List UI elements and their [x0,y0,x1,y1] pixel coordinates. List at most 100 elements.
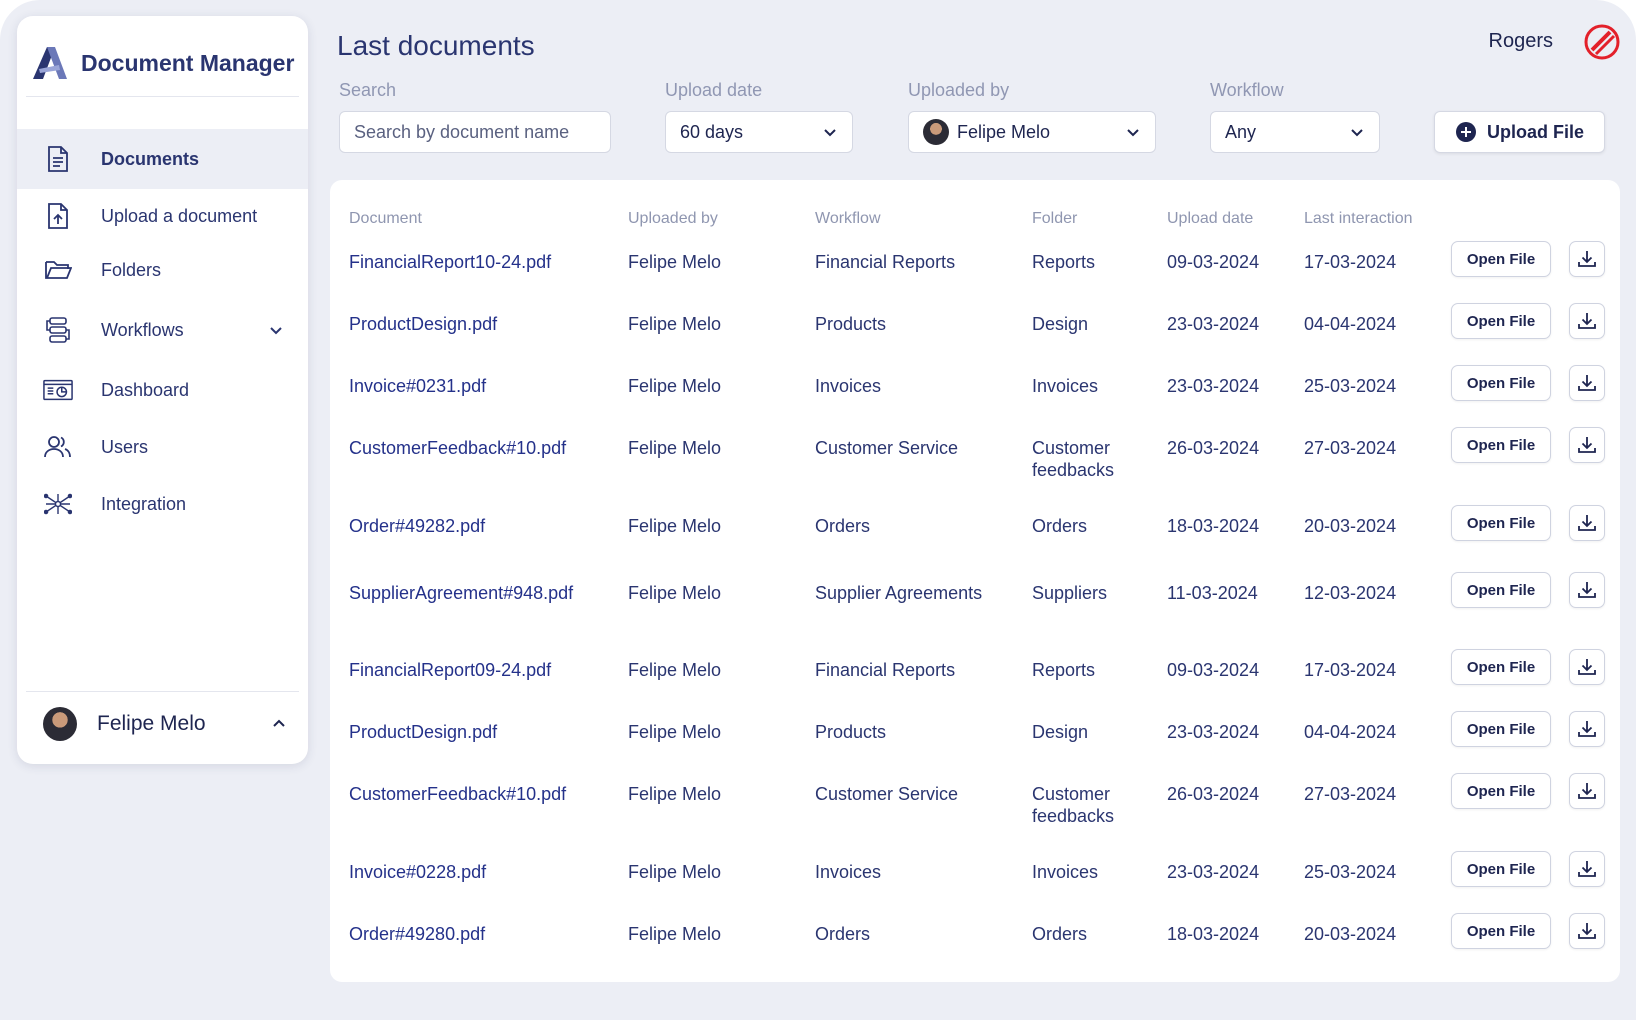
cell-last-interaction: 25-03-2024 [1304,862,1397,882]
cell-uploaded-by: Felipe Melo [628,252,722,272]
open-file-button[interactable]: Open File [1451,913,1551,949]
cell-uploaded-by: Felipe Melo [628,784,722,804]
cell-last-interaction: 17-03-2024 [1304,660,1397,680]
uploaded-by-select[interactable]: Felipe Melo [908,111,1156,153]
column-header-upload-date: Upload date [1167,210,1254,227]
uploaded-by-label: Uploaded by [908,80,1010,100]
cell-document[interactable]: SupplierAgreement#948.pdf [349,583,574,603]
sidebar-divider [26,691,299,692]
open-file-button[interactable]: Open File [1451,241,1551,277]
download-button[interactable] [1569,365,1605,401]
sidebar-item-users[interactable]: Users [17,417,308,477]
sidebar-item-documents[interactable]: Documents [17,129,308,189]
open-file-button[interactable]: Open File [1451,851,1551,887]
search-input[interactable]: Search by document name [339,111,611,153]
account-logo-icon[interactable] [1584,24,1620,60]
download-button[interactable] [1569,773,1605,809]
cell-upload-date: 11-03-2024 [1167,583,1258,603]
sidebar-item-label: Upload a document [101,205,258,226]
cell-folder: Customer feedbacks [1032,438,1115,480]
cell-document[interactable]: Order#49282.pdf [349,516,486,536]
cell-document[interactable]: Invoice#0228.pdf [349,862,487,882]
download-button[interactable] [1569,427,1605,463]
cell-uploaded-by: Felipe Melo [628,862,722,882]
sidebar-user-menu[interactable]: Felipe Melo [43,702,288,746]
sidebar-item-dashboard[interactable]: Dashboard [17,360,308,420]
download-button[interactable] [1569,241,1605,277]
download-button[interactable] [1569,711,1605,747]
brand[interactable]: Document Manager [29,36,294,90]
cell-document[interactable]: FinancialReport10-24.pdf [349,252,552,272]
search-label: Search [339,80,397,100]
cell-workflow: Supplier Agreements [815,583,983,603]
cell-document[interactable]: Order#49280.pdf [349,924,486,944]
cell-last-interaction: 04-04-2024 [1304,722,1397,742]
workflow-label: Workflow [1210,80,1284,100]
chevron-up-icon[interactable] [270,715,288,733]
sidebar-item-workflows[interactable]: Workflows [17,300,308,360]
download-button[interactable] [1569,505,1605,541]
document-icon [43,144,73,174]
cell-document[interactable]: FinancialReport09-24.pdf [349,660,552,680]
download-button[interactable] [1569,913,1605,949]
open-file-button[interactable]: Open File [1451,303,1551,339]
cell-document[interactable]: Invoice#0231.pdf [349,376,487,396]
download-icon [1578,313,1596,329]
sidebar-item-folders[interactable]: Folders [17,240,308,300]
account-name[interactable]: Rogers [1488,30,1553,52]
cell-upload-date: 18-03-2024 [1167,516,1260,536]
upload-file-button[interactable]: Upload File [1434,111,1605,153]
column-header-last-interaction: Last interaction [1304,210,1413,227]
cell-folder: Suppliers [1032,583,1108,603]
cell-workflow: Orders [815,516,871,536]
sidebar-item-integration[interactable]: Integration [17,474,308,534]
download-button[interactable] [1569,303,1605,339]
cell-upload-date: 26-03-2024 [1167,784,1260,804]
download-icon [1578,659,1596,675]
workflow-select[interactable]: Any [1210,111,1380,153]
download-button[interactable] [1569,851,1605,887]
open-file-button[interactable]: Open File [1451,365,1551,401]
download-button[interactable] [1569,649,1605,685]
cell-folder: Reports [1032,660,1096,680]
avatar [923,119,949,145]
open-file-button[interactable]: Open File [1451,711,1551,747]
download-icon [1578,582,1596,598]
download-icon [1578,375,1596,391]
cell-document[interactable]: CustomerFeedback#10.pdf [349,784,567,804]
cell-last-interaction: 04-04-2024 [1304,314,1397,334]
sidebar-item-upload-document[interactable]: Upload a document [17,186,308,246]
cell-document[interactable]: ProductDesign.pdf [349,314,498,334]
download-icon [1578,437,1596,453]
cell-workflow: Invoices [815,862,882,882]
cell-uploaded-by: Felipe Melo [628,516,722,536]
page-title: Last documents [337,30,535,61]
cell-document[interactable]: CustomerFeedback#10.pdf [349,438,567,458]
cell-uploaded-by: Felipe Melo [628,924,722,944]
cell-workflow: Customer Service [815,784,959,804]
open-file-button[interactable]: Open File [1451,773,1551,809]
cell-uploaded-by: Felipe Melo [628,438,722,458]
cell-document[interactable]: ProductDesign.pdf [349,722,498,742]
open-file-button[interactable]: Open File [1451,572,1551,608]
download-icon [1578,251,1596,267]
cell-upload-date: 23-03-2024 [1167,862,1260,882]
open-file-button[interactable]: Open File [1451,505,1551,541]
download-button[interactable] [1569,572,1605,608]
cell-folder: Design [1032,314,1089,334]
cell-folder: Orders [1032,924,1088,944]
app-name: Document Manager [81,49,295,76]
chevron-down-icon [824,129,836,137]
sidebar-item-label: Documents [101,148,200,169]
open-file-button[interactable]: Open File [1451,649,1551,685]
cell-folder: Invoices [1032,376,1099,396]
upload-date-select[interactable]: 60 days [665,111,853,153]
open-file-button[interactable]: Open File [1451,427,1551,463]
cell-workflow: Financial Reports [815,660,956,680]
chevron-down-icon[interactable] [268,322,284,338]
sidebar-user-name: Felipe Melo [97,712,206,735]
upload-file-label: Upload File [1486,121,1584,142]
column-header-workflow: Workflow [815,210,881,227]
cell-uploaded-by: Felipe Melo [628,376,722,396]
cell-upload-date: 09-03-2024 [1167,252,1260,272]
